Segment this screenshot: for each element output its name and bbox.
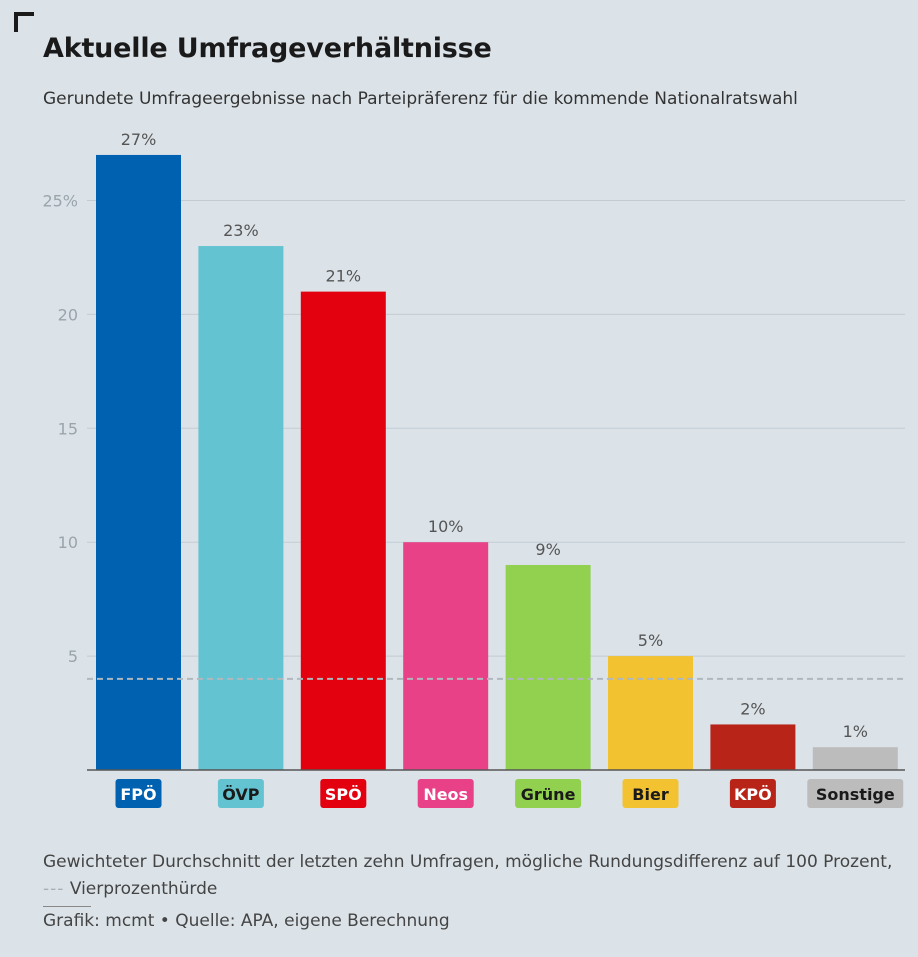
- category-pill: [320, 779, 367, 808]
- data-label: 2%: [740, 699, 765, 718]
- source-credit: Grafik: mcmt • Quelle: APA, eigene Berec…: [43, 911, 450, 931]
- data-label: 10%: [428, 517, 464, 536]
- category-label: KPÖ: [734, 785, 772, 804]
- category-pill: [417, 779, 474, 808]
- category-pill: [622, 779, 679, 808]
- category-label: SPÖ: [325, 785, 362, 804]
- bar-grüne: [505, 564, 591, 770]
- threshold-dash-symbol: ---: [43, 879, 65, 899]
- category-pill: [807, 779, 904, 808]
- category-label: ÖVP: [222, 785, 260, 804]
- category-pill: [217, 779, 264, 808]
- data-label: 21%: [326, 267, 362, 286]
- category-label: Neos: [423, 785, 468, 804]
- data-label: 1%: [843, 722, 868, 741]
- bar-sonstige: [812, 747, 898, 770]
- bar-neos: [403, 542, 489, 770]
- category-pill: [729, 779, 776, 808]
- threshold-label: Vierprozenthürde: [69, 879, 218, 899]
- footnote-text: Gewichteter Durchschnitt der letzten zeh…: [43, 852, 893, 872]
- bar-kpö: [710, 724, 796, 770]
- data-label: 5%: [638, 631, 663, 650]
- y-tick-label: 5: [68, 647, 78, 666]
- bar-fpö: [96, 154, 181, 770]
- chart-title: Aktuelle Umfrageverhältnisse: [43, 33, 492, 64]
- data-label: 23%: [223, 221, 259, 240]
- bar-bier: [608, 656, 693, 770]
- bar-övp: [198, 246, 284, 770]
- data-label: 9%: [535, 540, 560, 559]
- divider: [43, 906, 91, 907]
- y-tick-label: 10: [58, 533, 78, 552]
- data-label: 27%: [121, 130, 157, 149]
- y-tick-label: 15: [58, 419, 78, 438]
- chart-subtitle: Gerundete Umfrageergebnisse nach Parteip…: [43, 89, 798, 109]
- footnote: Gewichteter Durchschnitt der letzten zeh…: [43, 849, 903, 903]
- category-label: Sonstige: [816, 785, 895, 804]
- y-tick-label: 25%: [42, 192, 78, 211]
- category-label: Grüne: [521, 785, 576, 804]
- bar-spö: [300, 291, 386, 770]
- y-tick-label: 20: [58, 305, 78, 324]
- bar-chart: 5 10 15 20 25% 27% FPÖ 23% ÖVP 21% SPÖ 10% Neos 9% Grü…: [42, 130, 905, 808]
- corner-mark: [14, 12, 34, 32]
- category-pill: [115, 779, 162, 808]
- category-label: Bier: [632, 785, 669, 804]
- category-label: FPÖ: [120, 785, 156, 804]
- category-pill: [515, 779, 582, 808]
